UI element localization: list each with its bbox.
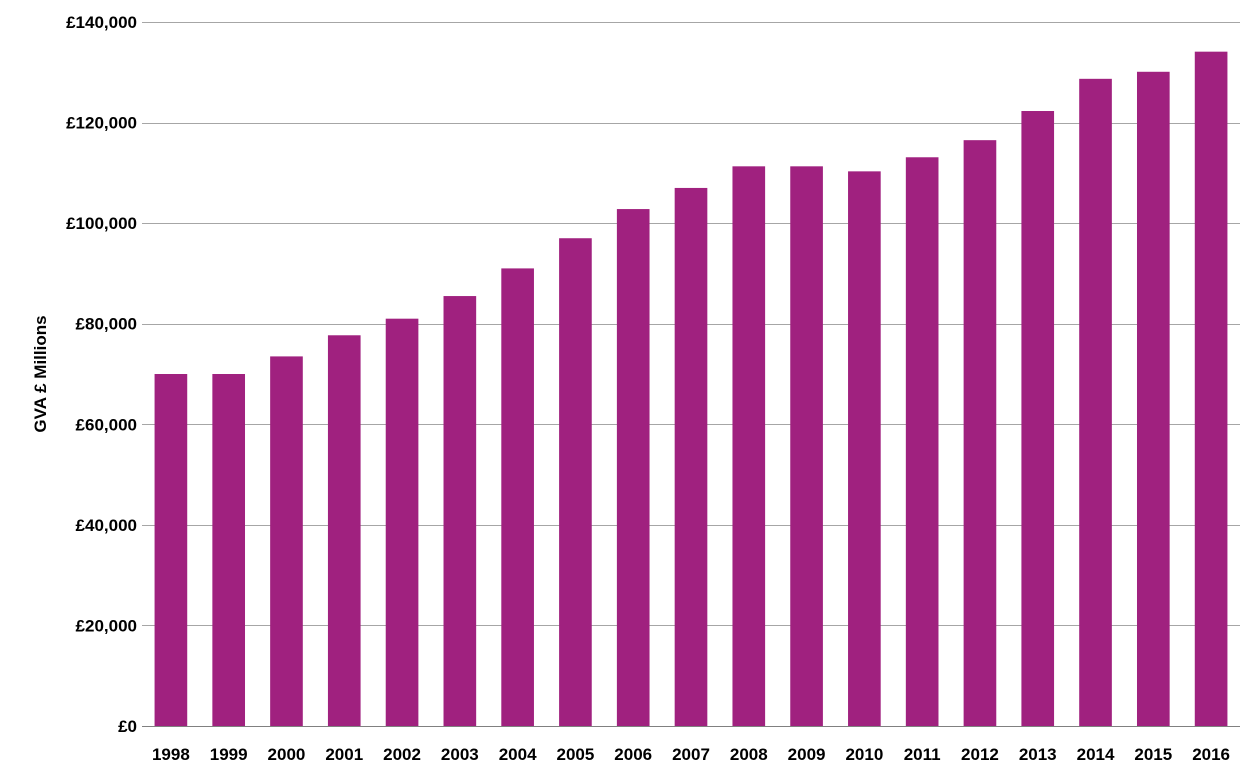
bar-2013 [1021, 111, 1055, 726]
bar-1998 [154, 374, 188, 726]
x-tick-label: 2004 [499, 745, 537, 764]
bar-2006 [616, 209, 650, 726]
bars [154, 51, 1228, 727]
x-tick-label: 1998 [152, 745, 190, 764]
y-tick-label: £140,000 [66, 13, 137, 32]
x-tick-label: 2012 [961, 745, 999, 764]
bar-2004 [501, 268, 534, 726]
y-tick-label: £60,000 [76, 415, 137, 434]
bar-2005 [559, 238, 592, 726]
x-tick-label: 2002 [383, 745, 421, 764]
bar-2001 [327, 335, 361, 726]
bar-2003 [443, 296, 477, 726]
x-tick-labels: 1998 1999 2000 2001 2002 2003 2004 2005 2006 2007… [152, 745, 1230, 764]
x-tick-label: 2016 [1192, 745, 1230, 764]
y-tick-label: £100,000 [66, 214, 137, 233]
x-tick-label: 2014 [1077, 745, 1115, 764]
bar-2011 [905, 157, 939, 727]
x-tick-label: 2001 [325, 745, 363, 764]
x-tick-label: 2009 [788, 745, 826, 764]
bar-2002 [385, 318, 419, 726]
y-tick-label: £20,000 [76, 616, 137, 635]
x-tick-label: 2000 [268, 745, 306, 764]
bar-2012 [963, 140, 997, 726]
bar-2009 [790, 166, 823, 726]
x-tick-label: 2008 [730, 745, 768, 764]
x-tick-label: 2010 [845, 745, 883, 764]
bar-2016 [1194, 51, 1228, 726]
y-axis-title: GVA £ Millions [31, 315, 50, 432]
bar-1999 [212, 374, 246, 726]
y-tick-label: £80,000 [76, 315, 137, 334]
bar-2014 [1079, 78, 1112, 726]
bar-2007 [674, 187, 708, 726]
bar-2000 [270, 356, 303, 726]
x-tick-label: 2015 [1134, 745, 1172, 764]
x-tick-label: 2005 [557, 745, 595, 764]
x-tick-label: 2006 [614, 745, 652, 764]
y-tick-label: £40,000 [76, 516, 137, 535]
x-tick-label: 1999 [210, 745, 248, 764]
bar-2010 [848, 171, 881, 726]
x-tick-label: 2013 [1019, 745, 1057, 764]
x-tick-label: 2007 [672, 745, 710, 764]
bar-2015 [1136, 71, 1170, 727]
y-tick-label: £0 [118, 717, 137, 736]
x-tick-label: 2011 [904, 745, 941, 764]
y-tick-label: £120,000 [66, 114, 137, 133]
bar-2008 [732, 166, 766, 726]
y-tick-labels: £0 £20,000 £40,000 £60,000 £80,000 £100,000 £1… [66, 13, 137, 736]
x-tick-label: 2003 [441, 745, 479, 764]
